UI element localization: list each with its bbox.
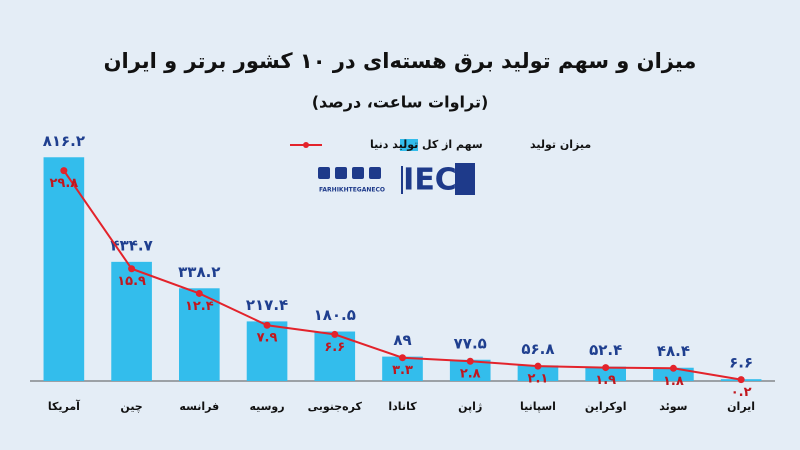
- line-value-label: ۱.۹: [595, 373, 616, 388]
- bar-value-label: ۷۷.۵: [454, 334, 487, 352]
- line-value-label: ۷.۹: [257, 331, 278, 346]
- x-tick-label: سوئد: [659, 400, 687, 413]
- line-value-label: ۳.۳: [392, 363, 413, 378]
- line-point: [128, 265, 136, 273]
- logo-handle: FARHIKHTEGANECO: [319, 187, 385, 194]
- social-icon: [352, 167, 364, 179]
- line-point: [195, 289, 203, 297]
- x-tick-label: آمریکا: [48, 399, 80, 413]
- bar-value-label: ۲۱۷.۴: [246, 296, 288, 314]
- bar-value-label: ۵۲.۴: [589, 341, 622, 359]
- bar-value-label: ۸۱۶.۲: [43, 132, 85, 150]
- x-tick-label: روسیه: [249, 400, 284, 413]
- legend-swatch: [400, 139, 418, 151]
- legend-swatch: [303, 142, 309, 148]
- bar-value-label: ۶.۶: [729, 354, 753, 372]
- bar: [179, 288, 220, 381]
- line-value-label: ۰.۲: [731, 385, 752, 400]
- line-point: [263, 321, 271, 329]
- bar-value-label: ۴۸.۴: [657, 342, 690, 360]
- x-tick-label: فرانسه: [179, 400, 219, 413]
- line-point: [399, 354, 406, 362]
- x-tick-label: چین: [120, 400, 142, 413]
- bar: [585, 366, 626, 381]
- line-point: [534, 362, 542, 370]
- line-value-label: ۲.۱: [528, 372, 549, 387]
- bar-value-label: ۵۶.۸: [521, 340, 554, 358]
- x-tick-label: ژاپن: [458, 400, 482, 413]
- x-tick-label: کره‌جنوبی: [308, 400, 363, 413]
- bar: [43, 157, 85, 381]
- line-point: [60, 167, 68, 175]
- x-tick-label: اوکراین: [585, 400, 627, 413]
- chart-subtitle: (تراوات ساعت، درصد): [312, 93, 489, 112]
- line-value-label: ۱۵.۹: [117, 274, 146, 289]
- social-icon: [369, 167, 381, 179]
- logo: IEC FARHIKHTEGANECO: [318, 163, 475, 198]
- x-tick-label: اسپانیا: [520, 400, 556, 413]
- bar: [111, 261, 152, 381]
- x-tick-label: کانادا: [388, 400, 417, 413]
- line-value-label: ۲۹.۸: [49, 176, 78, 191]
- legend-label: سهم از کل تولید دنیا: [370, 138, 483, 151]
- x-tick-label: ایران: [727, 400, 755, 413]
- bar: [449, 359, 491, 381]
- line-value-label: ۲.۸: [460, 367, 481, 382]
- logo-mark: [455, 163, 475, 195]
- line-value-label: ۶.۶: [324, 340, 345, 355]
- line-point: [669, 364, 677, 372]
- bar-value-label: ۳۳۸.۲: [178, 263, 220, 281]
- social-icon: [335, 167, 347, 179]
- bar: [246, 321, 288, 381]
- bar: [653, 367, 694, 381]
- line-point: [602, 364, 610, 372]
- social-icon: [318, 167, 330, 179]
- bar-value-label: ۴۳۴.۷: [110, 236, 152, 254]
- line-value-label: ۱۲.۴: [185, 299, 214, 314]
- legend-label: میزان تولید: [530, 138, 591, 151]
- line-point: [331, 330, 339, 338]
- bar-value-label: ۸۹: [393, 331, 411, 349]
- line-point: [466, 357, 474, 365]
- line-value-label: ۱.۸: [663, 374, 684, 389]
- line-point: [737, 376, 745, 384]
- logo-text: IEC: [403, 163, 457, 198]
- bar: [517, 365, 559, 381]
- chart-title: میزان و سهم تولید برق هسته‌ای در ۱۰ کشور…: [104, 49, 697, 73]
- bar-value-label: ۱۸۰.۵: [314, 306, 356, 324]
